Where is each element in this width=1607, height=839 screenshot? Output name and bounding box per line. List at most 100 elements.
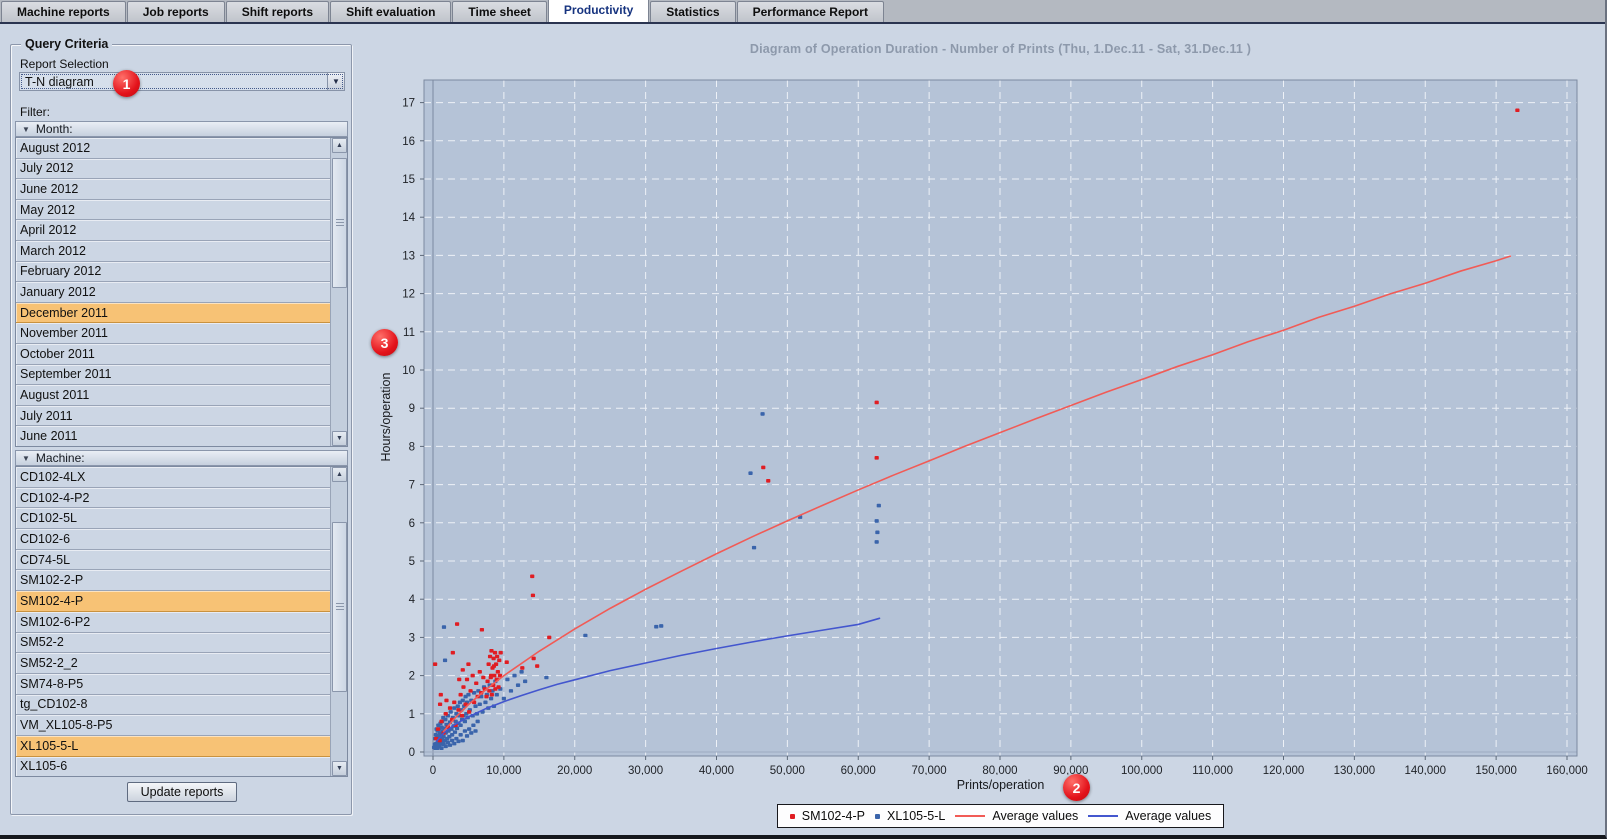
data-point-sm102-4-p <box>435 727 441 731</box>
month-item-may-2012[interactable]: May 2012 <box>16 199 330 221</box>
machine-list: CD102-4LX CD102-4-P2 CD102-5L CD102-6 CD74-5… <box>15 466 348 777</box>
y-tick-label: 11 <box>403 327 415 339</box>
x-tick-label: 120,000 <box>1263 765 1305 775</box>
month-item-june-2012[interactable]: June 2012 <box>16 179 330 200</box>
y-tick-label: 0 <box>409 747 415 759</box>
month-item-november-2011[interactable]: November 2011 <box>16 323 330 344</box>
data-point-xl105-5-l <box>452 706 457 710</box>
collapse-month-icon: ▼ <box>22 124 30 134</box>
data-point-xl105-5-l <box>519 669 524 674</box>
machine-scroll-down-button[interactable]: ▼ <box>332 761 347 776</box>
data-point-xl105-5-l <box>458 723 463 728</box>
data-point-sm102-4-p <box>874 400 879 405</box>
data-point-xl105-5-l <box>472 690 477 695</box>
data-point-xl105-5-l <box>659 624 664 628</box>
data-point-xl105-5-l <box>460 698 465 703</box>
data-point-sm102-4-p <box>470 673 475 678</box>
machine-item-xl105-6[interactable]: XL105-6 <box>16 756 330 776</box>
data-point-xl105-5-l <box>875 530 880 535</box>
machine-item-sm74-8-p5[interactable]: SM74-8-P5 <box>16 673 330 695</box>
month-scroll-thumb[interactable] <box>332 158 347 288</box>
data-point-xl105-5-l <box>874 540 879 544</box>
data-point-sm102-4-p <box>493 687 498 691</box>
month-section-header[interactable]: ▼ Month: <box>15 121 348 137</box>
tab-productivity[interactable]: Productivity <box>547 0 650 22</box>
update-reports-button[interactable]: Update reports <box>127 782 237 802</box>
data-point-xl105-5-l <box>475 719 480 724</box>
machine-item-cd102-4-p2[interactable]: CD102-4-P2 <box>16 487 330 509</box>
y-tick-label: 8 <box>409 441 415 453</box>
x-tick-label: 0 <box>430 765 436 775</box>
x-tick-label: 140,000 <box>1404 765 1446 775</box>
data-point-sm102-4-p <box>766 478 771 483</box>
legend-label: SM102-4-P <box>801 809 865 823</box>
machine-item-sm52-2-2[interactable]: SM52-2_2 <box>16 653 330 674</box>
data-point-xl105-5-l <box>447 743 453 747</box>
tab-time-sheet[interactable]: Time sheet <box>452 1 547 22</box>
data-point-xl105-5-l <box>479 694 484 699</box>
tab-shift-reports[interactable]: Shift reports <box>225 1 330 22</box>
x-tick-label: 20,000 <box>557 765 592 775</box>
machine-item-cd102-5l[interactable]: CD102-5L <box>16 508 330 530</box>
data-point-xl105-5-l <box>505 677 510 682</box>
month-item-june-2011[interactable]: June 2011 <box>16 426 330 446</box>
month-item-august-2011[interactable]: August 2011 <box>16 385 330 406</box>
data-point-sm102-4-p <box>530 574 535 579</box>
machine-item-sm52-2[interactable]: SM52-2 <box>16 632 330 654</box>
month-item-july-2011[interactable]: July 2011 <box>16 405 330 427</box>
x-tick-label: 40,000 <box>699 765 734 775</box>
machine-item-cd74-5l[interactable]: CD74-5L <box>16 549 330 571</box>
tab-statistics[interactable]: Statistics <box>650 1 736 22</box>
machine-item-cd102-4lx[interactable]: CD102-4LX <box>16 467 330 488</box>
tab-machine-reports[interactable]: Machine reports <box>1 1 126 22</box>
machine-item-tg-cd102-8[interactable]: tg_CD102-8 <box>16 694 330 716</box>
month-item-september-2011[interactable]: September 2011 <box>16 364 330 386</box>
month-item-december-2011[interactable]: December 2011 <box>16 302 330 324</box>
dropdown-arrow-button[interactable]: ▼ <box>327 73 344 90</box>
month-item-january-2012[interactable]: January 2012 <box>16 282 330 303</box>
y-tick-label: 14 <box>402 212 415 224</box>
report-selection-dropdown[interactable]: T-N diagram ▼ <box>19 72 345 91</box>
month-item-october-2011[interactable]: October 2011 <box>16 343 330 365</box>
month-scroll-up-button[interactable]: ▲ <box>332 138 347 153</box>
month-list: August 2012 July 2012 June 2012 May 2012 Apr… <box>15 137 348 447</box>
month-item-april-2012[interactable]: April 2012 <box>16 220 330 241</box>
x-tick-label: 150,000 <box>1475 765 1517 775</box>
legend-dot-icon <box>789 813 795 819</box>
collapse-machine-icon: ▼ <box>22 453 30 463</box>
machine-scroll-thumb[interactable] <box>332 522 347 692</box>
annotation-badge-1: 1 <box>113 70 140 97</box>
machine-item-sm102-4-p[interactable]: SM102-4-P <box>16 591 330 612</box>
month-item-february-2012[interactable]: February 2012 <box>16 261 330 283</box>
x-tick-label: 90,000 <box>1053 765 1088 775</box>
data-point-xl105-5-l <box>544 675 549 680</box>
month-item-july-2012[interactable]: July 2012 <box>16 158 330 180</box>
data-point-xl105-5-l <box>441 625 447 629</box>
data-point-xl105-5-l <box>441 734 446 739</box>
data-point-sm102-4-p <box>447 706 453 710</box>
tab-bar: Machine reports Job reports Shift reports S… <box>0 0 1605 24</box>
data-point-sm102-4-p <box>460 668 465 672</box>
machine-item-sm102-2-p[interactable]: SM102-2-P <box>16 570 330 592</box>
y-tick-label: 10 <box>402 365 415 377</box>
tab-performance-report[interactable]: Performance Report <box>736 1 884 22</box>
month-scroll-down-button[interactable]: ▼ <box>332 431 347 446</box>
data-point-sm102-4-p <box>457 677 462 682</box>
machine-item-vm-xl105-8-p5[interactable]: VM_XL105-8-P5 <box>16 715 330 736</box>
month-item-august-2012[interactable]: August 2012 <box>16 138 330 159</box>
machine-item-cd102-6[interactable]: CD102-6 <box>16 529 330 550</box>
y-tick-label: 17 <box>402 98 415 110</box>
tab-shift-evaluation[interactable]: Shift evaluation <box>330 1 452 22</box>
machine-item-sm102-6-p2[interactable]: SM102-6-P2 <box>16 611 330 633</box>
month-item-march-2012[interactable]: March 2012 <box>16 240 330 262</box>
data-point-xl105-5-l <box>760 412 765 416</box>
machine-item-xl105-5-l[interactable]: XL105-5-L <box>16 735 330 757</box>
legend-item-average-values: Average values <box>1088 809 1211 823</box>
tab-job-reports[interactable]: Job reports <box>126 1 225 22</box>
data-point-xl105-5-l <box>452 741 457 746</box>
machine-section-header[interactable]: ▼ Machine: <box>15 450 348 466</box>
machine-scroll-up-button[interactable]: ▲ <box>332 467 347 482</box>
data-point-xl105-5-l <box>654 624 659 629</box>
data-point-sm102-4-p <box>459 713 465 718</box>
data-point-sm102-4-p <box>495 654 500 659</box>
